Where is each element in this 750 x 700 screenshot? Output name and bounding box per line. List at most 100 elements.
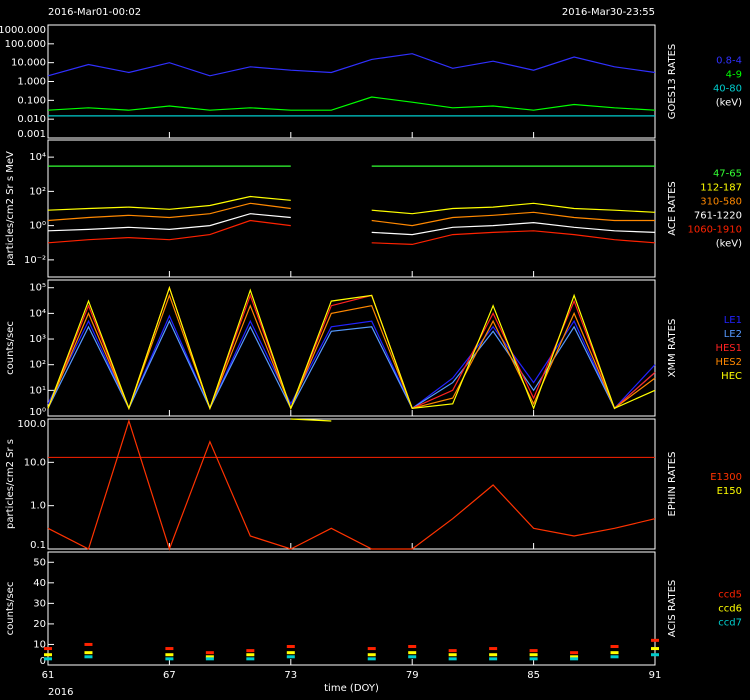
legend-entry: LE2: [724, 329, 742, 340]
side-title: XMM RATES: [667, 319, 678, 378]
side-title: GOES13 RATES: [667, 44, 678, 120]
y-tick-label: 1000.000: [0, 25, 46, 36]
legend-entry: E1300: [710, 472, 742, 483]
point: [286, 645, 295, 649]
x-tick-label: 91: [649, 670, 662, 681]
legend-entry: HES1: [715, 343, 742, 354]
y-tick-label: 0: [40, 656, 46, 667]
legend-entry: 47-65: [713, 169, 742, 180]
y-tick-label: 10⁴: [29, 152, 46, 163]
side-title: ACIS RATES: [667, 580, 678, 638]
legend-entry: 761-1220: [694, 211, 742, 222]
point: [84, 655, 93, 659]
y-axis-label: counts/sec: [5, 321, 16, 375]
panel-frame: [47, 139, 656, 278]
point: [205, 655, 214, 659]
point: [529, 657, 538, 661]
point: [651, 647, 659, 651]
y-tick-label: 10.000: [11, 58, 46, 69]
point: [286, 651, 295, 655]
y-tick-label: 10²: [29, 186, 46, 197]
point: [408, 651, 417, 655]
x-tick-label: 85: [527, 670, 540, 681]
y-tick-label: 1.0: [30, 501, 46, 512]
y-tick-label: 0.001: [17, 129, 46, 140]
y-tick-label: 10⁰: [29, 221, 46, 232]
y-tick-label: 0.010: [17, 114, 46, 125]
point: [448, 649, 457, 653]
point: [367, 647, 376, 651]
series-line: [47, 195, 656, 215]
y-axis-label: particles/cm2 Sr s MeV: [5, 151, 16, 266]
panel-frame: [47, 418, 656, 550]
series-line: [47, 53, 656, 77]
x-axis-label: time (DOY): [324, 683, 379, 694]
legend-entry: 112-187: [700, 183, 742, 194]
point: [205, 657, 214, 661]
title-left: 2016-Mar01-00:02: [48, 7, 141, 18]
series-line: [47, 202, 655, 227]
y-tick-label: 10⁴: [29, 308, 46, 319]
title-right: 2016-Mar30-23:55: [562, 7, 655, 18]
legend-entry: 310-580: [700, 197, 742, 208]
y-tick-label: 30: [33, 598, 46, 609]
legend-entry: ccd6: [718, 604, 742, 615]
point: [570, 657, 579, 661]
point: [367, 653, 376, 657]
y-tick-label: 10⁵: [29, 283, 46, 294]
y-tick-label: 10.0: [24, 457, 46, 468]
legend-entry: E150: [717, 486, 742, 497]
legend-entry: 40-80: [713, 84, 742, 95]
y-tick-label: 10⁻²: [24, 255, 46, 266]
y-tick-label: 100.0: [17, 419, 46, 430]
y-tick-label: 10⁰: [29, 407, 46, 418]
point: [489, 657, 498, 661]
legend-unit: (keV): [716, 98, 742, 109]
x-tick-label: 61: [42, 670, 55, 681]
y-tick-label: 40: [33, 578, 46, 589]
y-tick-label: 10¹: [29, 385, 46, 396]
x-tick-label: 67: [163, 670, 176, 681]
point: [165, 653, 174, 657]
series-line: [47, 285, 656, 411]
series-line: [290, 418, 332, 422]
legend-entry: LE1: [724, 315, 742, 326]
legend-entry: 1060-1910: [687, 225, 742, 236]
point: [448, 653, 457, 657]
point: [610, 645, 619, 649]
y-tick-label: 20: [33, 619, 46, 630]
panel-frame: [47, 279, 656, 417]
point: [44, 653, 52, 657]
series-line: [47, 285, 656, 411]
x-tick-label: 73: [284, 670, 297, 681]
point: [610, 651, 619, 655]
point: [489, 653, 498, 657]
point: [246, 657, 255, 661]
y-tick-label: 1.000: [17, 77, 46, 88]
point: [529, 649, 538, 653]
point: [205, 651, 214, 655]
series-line: [47, 213, 656, 236]
point: [246, 649, 255, 653]
point: [570, 651, 579, 655]
y-tick-label: 10: [33, 639, 46, 650]
legend-entry: 4-9: [726, 70, 742, 81]
series-line: [47, 96, 656, 111]
legend-unit: (keV): [716, 239, 742, 250]
point: [84, 642, 93, 646]
point: [165, 647, 174, 651]
series-line: [47, 219, 656, 246]
point: [286, 655, 295, 659]
y-tick-label: 0.1: [30, 540, 46, 551]
y-tick-label: 50: [33, 557, 46, 568]
point: [408, 655, 417, 659]
point: [44, 657, 52, 661]
point: [570, 655, 579, 659]
legend-entry: HEC: [721, 371, 742, 382]
point: [84, 651, 93, 655]
y-axis-label: counts/sec: [5, 582, 16, 636]
legend-entry: 0.8-4: [716, 56, 742, 67]
y-tick-label: 10³: [29, 334, 46, 345]
series-line: [47, 419, 656, 551]
